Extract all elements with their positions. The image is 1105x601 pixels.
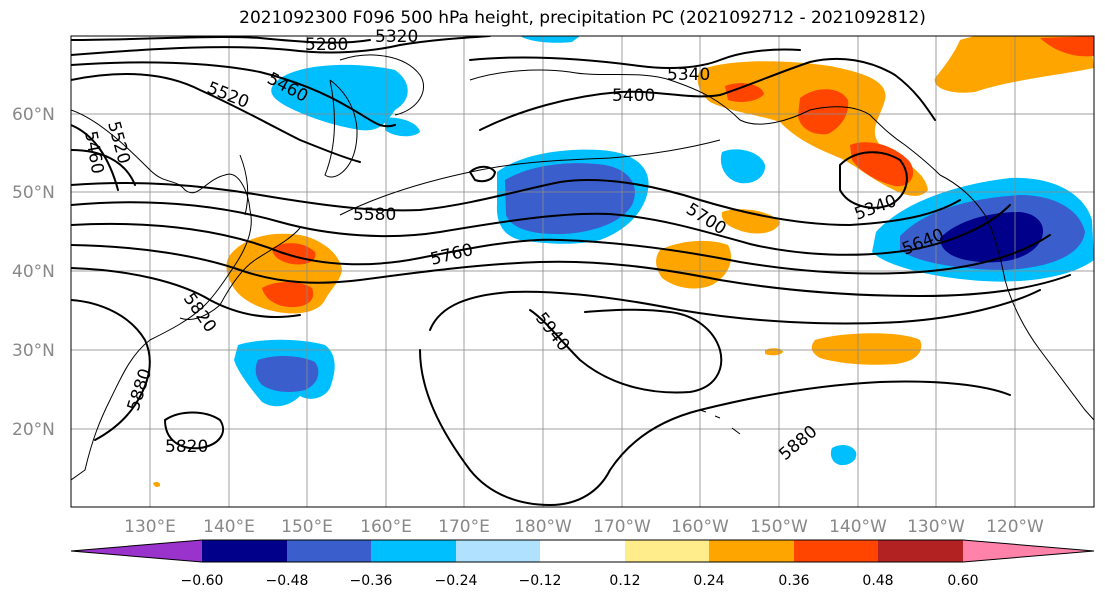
shade-top-neg [520, 36, 580, 43]
lon-label: 160°E [360, 517, 412, 537]
contour-5940 [529, 308, 723, 394]
colorbar-segment [878, 540, 963, 562]
lat-label: 60°N [12, 105, 55, 125]
shade-aleutian-neg [720, 149, 766, 184]
colorbar-tick-label: 0.60 [947, 573, 978, 589]
contour-label: 5340 [667, 65, 710, 85]
contour-5400 [479, 57, 936, 131]
lat-label: 30°N [12, 341, 55, 361]
graticule [71, 36, 1094, 507]
lon-label: 170°W [593, 517, 651, 537]
shade-sub-pos-light [811, 333, 922, 365]
precip-shading [153, 36, 1094, 487]
contour-5520-left [71, 149, 136, 186]
shade-gulf-pos-medium-3 [725, 83, 764, 102]
colorbar-tick-label: −0.48 [266, 573, 309, 589]
contour-5820-b [164, 411, 225, 450]
colorbar-segment [371, 540, 456, 562]
colorbar-segment [202, 540, 287, 562]
colorbar-outline [70, 539, 1095, 563]
colorbar-tick-label: 0.12 [609, 573, 640, 589]
contour-label: 5820 [165, 437, 208, 457]
contour-5700 [71, 222, 1051, 275]
shade-canada-pos-light [934, 36, 1094, 93]
shade-tiny-pos-2 [153, 482, 161, 487]
contour-5340-b [839, 151, 908, 209]
contour-5640 [71, 201, 1011, 256]
coastlines [71, 54, 1094, 481]
contour-label: 5280 [305, 35, 348, 55]
colorbar-extend-min [71, 540, 202, 562]
shade-sub-neg-medium [255, 356, 319, 393]
colorbar-tick-label: −0.12 [519, 573, 562, 589]
colorbar-tick-label: −0.24 [435, 573, 478, 589]
lon-label: 150°E [281, 517, 333, 537]
contour-5320 [71, 36, 491, 56]
height-contours [71, 36, 1071, 506]
contour-5880-c [419, 349, 1011, 506]
map-frame [70, 35, 1095, 508]
coast-asia [71, 109, 252, 481]
longitude-labels: 130°E 140°E 150°E 160°E 170°E 180°W 170°… [124, 517, 1044, 537]
coast-na-west [939, 174, 1094, 421]
contour-5460-left [71, 124, 119, 191]
colorbar-segment [625, 540, 709, 562]
lat-label: 40°N [12, 262, 55, 282]
shade-bering-neg-2 [385, 117, 420, 137]
coast-japan [179, 227, 301, 320]
contour-label: 5580 [353, 205, 396, 225]
colorbar-tick-label: 0.48 [862, 573, 893, 589]
shade-hawaii-neg [830, 444, 857, 466]
shade-east-neg-dark [940, 212, 1044, 263]
lat-label: 20°N [12, 420, 55, 440]
colorbar-segment [456, 540, 540, 562]
contour-5760 [71, 244, 1071, 297]
contour-5460 [71, 61, 396, 128]
lon-label: 170°E [438, 517, 490, 537]
coast-chukotka [339, 54, 425, 116]
contour-5820-a [71, 267, 301, 318]
colorbar-tick-label: 0.24 [693, 573, 724, 589]
lat-label: 50°N [12, 183, 55, 203]
map-title: 2021092300 F096 500 hPa height, precipit… [239, 8, 926, 28]
shade-canada-pos-medium [1040, 36, 1094, 57]
contour-label: 5400 [612, 86, 655, 106]
lon-label: 130°W [907, 517, 965, 537]
shade-mid-pos-light [656, 240, 732, 289]
colorbar-segment [709, 540, 794, 562]
contour-5880-b [429, 289, 1041, 331]
lon-label: 140°W [829, 517, 887, 537]
contour-5580 [71, 179, 961, 226]
lon-label: 140°E [203, 517, 255, 537]
lon-label: 150°W [750, 517, 808, 537]
contour-5280 [71, 36, 371, 44]
lon-label: 180°W [514, 517, 572, 537]
coast-aleutians [339, 139, 721, 216]
colorbar-tick-label: −0.60 [181, 573, 224, 589]
coast-alaska [469, 69, 941, 176]
colorbar-tick-label: −0.36 [350, 573, 393, 589]
contour-small-low [469, 165, 496, 183]
shade-japan-pos-medium [262, 282, 314, 308]
contour-5880-a [71, 299, 151, 441]
colorbar-segment [287, 540, 371, 562]
colorbar: −0.60 −0.48 −0.36 −0.24 −0.12 0.12 0.24 … [70, 539, 1095, 589]
lon-label: 120°W [986, 517, 1044, 537]
colorbar-tick-label: 0.36 [778, 573, 809, 589]
lon-label: 130°E [124, 517, 176, 537]
contour-5340-a [469, 48, 801, 69]
coast-kamchatka [324, 79, 358, 178]
lon-label: 160°W [671, 517, 729, 537]
coast-sakhalin [239, 154, 249, 216]
contour-label: 5320 [375, 27, 418, 47]
colorbar-segment [540, 540, 625, 562]
colorbar-segment [794, 540, 878, 562]
latitude-labels: 60°N 50°N 40°N 30°N 20°N [12, 105, 55, 440]
contour-5520 [71, 73, 361, 163]
shade-gulf-pos-medium [798, 89, 849, 135]
colorbar-extend-max [963, 540, 1094, 562]
